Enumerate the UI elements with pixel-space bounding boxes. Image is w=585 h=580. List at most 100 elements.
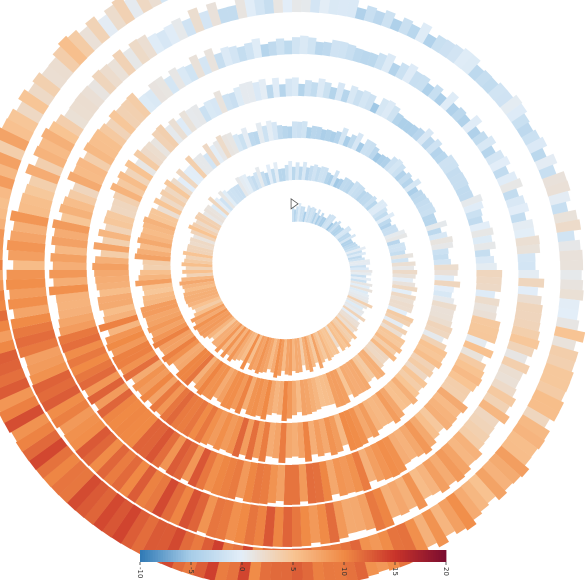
spiral-bar (98, 314, 139, 333)
spiral-bar (489, 155, 511, 173)
legend-swatch (351, 550, 355, 562)
spiral-bar (372, 334, 397, 356)
spiral-bar (500, 94, 523, 115)
spiral-bar (480, 145, 496, 159)
spiral-bar (487, 82, 507, 101)
spiral-bar (375, 439, 401, 478)
spiral-bar (214, 321, 241, 348)
legend-swatch (341, 550, 345, 562)
spiral-bar (67, 189, 97, 206)
spiral-bar (0, 269, 3, 281)
legend-swatch (140, 550, 143, 562)
spiral-bar (38, 137, 71, 161)
spiral-bar (365, 343, 387, 365)
spiral-bar (350, 282, 370, 290)
spiral-bar (414, 411, 440, 440)
spiral-bar (17, 337, 59, 359)
spiral-bar (304, 79, 313, 97)
spiral-bar (434, 274, 455, 282)
spiral-bar (445, 102, 460, 117)
spiral-bar (196, 211, 222, 229)
spiral-bar (103, 216, 134, 231)
spiral-bar (140, 518, 169, 560)
spiral-bar (314, 41, 325, 56)
legend-swatch (379, 550, 383, 562)
spiral-bar (231, 330, 254, 361)
spiral-bar (111, 198, 139, 214)
spiral-bar (307, 37, 317, 55)
spiral-bar (183, 168, 202, 186)
legend-swatch (229, 550, 233, 562)
spiral-bar (352, 186, 366, 200)
spiral-bar (341, 306, 360, 322)
spiral-bar (51, 398, 91, 429)
spiral-bar (352, 47, 364, 63)
spiral-bar (60, 212, 92, 227)
spiral-bar (152, 325, 190, 349)
spiral-bar (380, 52, 397, 74)
spiral-bar (160, 481, 187, 522)
legend-tick-label: 10 (340, 567, 348, 576)
spiral-bar (203, 48, 220, 73)
spiral-bar (181, 17, 197, 37)
spiral-bar (560, 279, 584, 291)
spiral-bar (342, 363, 363, 395)
spiral-bar (163, 23, 181, 46)
spiral-bar (389, 18, 403, 33)
spiral-bar (423, 401, 453, 431)
spiral-bar (558, 298, 580, 311)
spiral-bar (305, 463, 317, 504)
spiral-bar (351, 451, 372, 492)
spiral-bar (425, 138, 443, 155)
spiral-bar (473, 302, 498, 314)
spiral-bar (57, 298, 91, 312)
spiral-bar (195, 219, 220, 234)
spiral-bar (51, 219, 90, 235)
spiral-bar (9, 230, 47, 245)
legend-swatch (308, 550, 312, 562)
legend-swatch (382, 550, 386, 562)
spiral-bar (64, 108, 89, 130)
spiral-bar (384, 229, 406, 240)
spiral-bar (187, 293, 220, 308)
spiral-bar (46, 391, 86, 421)
spiral-bar (301, 161, 308, 181)
legend-swatch (244, 550, 248, 562)
spiral-bar (176, 396, 205, 434)
spiral-bar (316, 330, 332, 362)
spiral-bar (83, 487, 118, 525)
spiral-bar (350, 276, 372, 282)
spiral-bar (272, 506, 284, 548)
spiral-bar (444, 375, 472, 398)
spiral-bar (431, 299, 457, 311)
spiral-bar (251, 38, 263, 59)
spiral-bar (338, 411, 358, 452)
spiral-bar (134, 469, 165, 509)
spiral-bar (391, 261, 416, 267)
spiral-bar (475, 467, 508, 501)
spiral-bar (101, 498, 134, 538)
spiral-bar (338, 233, 352, 243)
spiral-bar (307, 165, 315, 181)
spiral-bar (465, 333, 488, 348)
spiral-bar (216, 368, 239, 403)
spiral-bar (494, 445, 530, 478)
legend-swatch (354, 550, 358, 562)
spiral-bar (291, 422, 299, 457)
spiral-bar (340, 308, 361, 326)
spiral-bar (192, 156, 211, 176)
spiral-bar (392, 277, 414, 283)
spiral-bar (441, 159, 460, 175)
spiral-bar (184, 283, 216, 293)
spiral-bar (319, 129, 327, 141)
spiral-bar (431, 241, 454, 251)
spiral-bar (0, 349, 19, 365)
legend-swatch (264, 550, 268, 562)
spiral-bar (324, 215, 337, 230)
spiral-bar (282, 506, 292, 547)
spiral-bar (41, 65, 67, 90)
spiral-bar (260, 43, 270, 58)
spiral-bar (235, 460, 252, 499)
spiral-bar (474, 295, 500, 307)
spiral-bar (394, 372, 420, 398)
